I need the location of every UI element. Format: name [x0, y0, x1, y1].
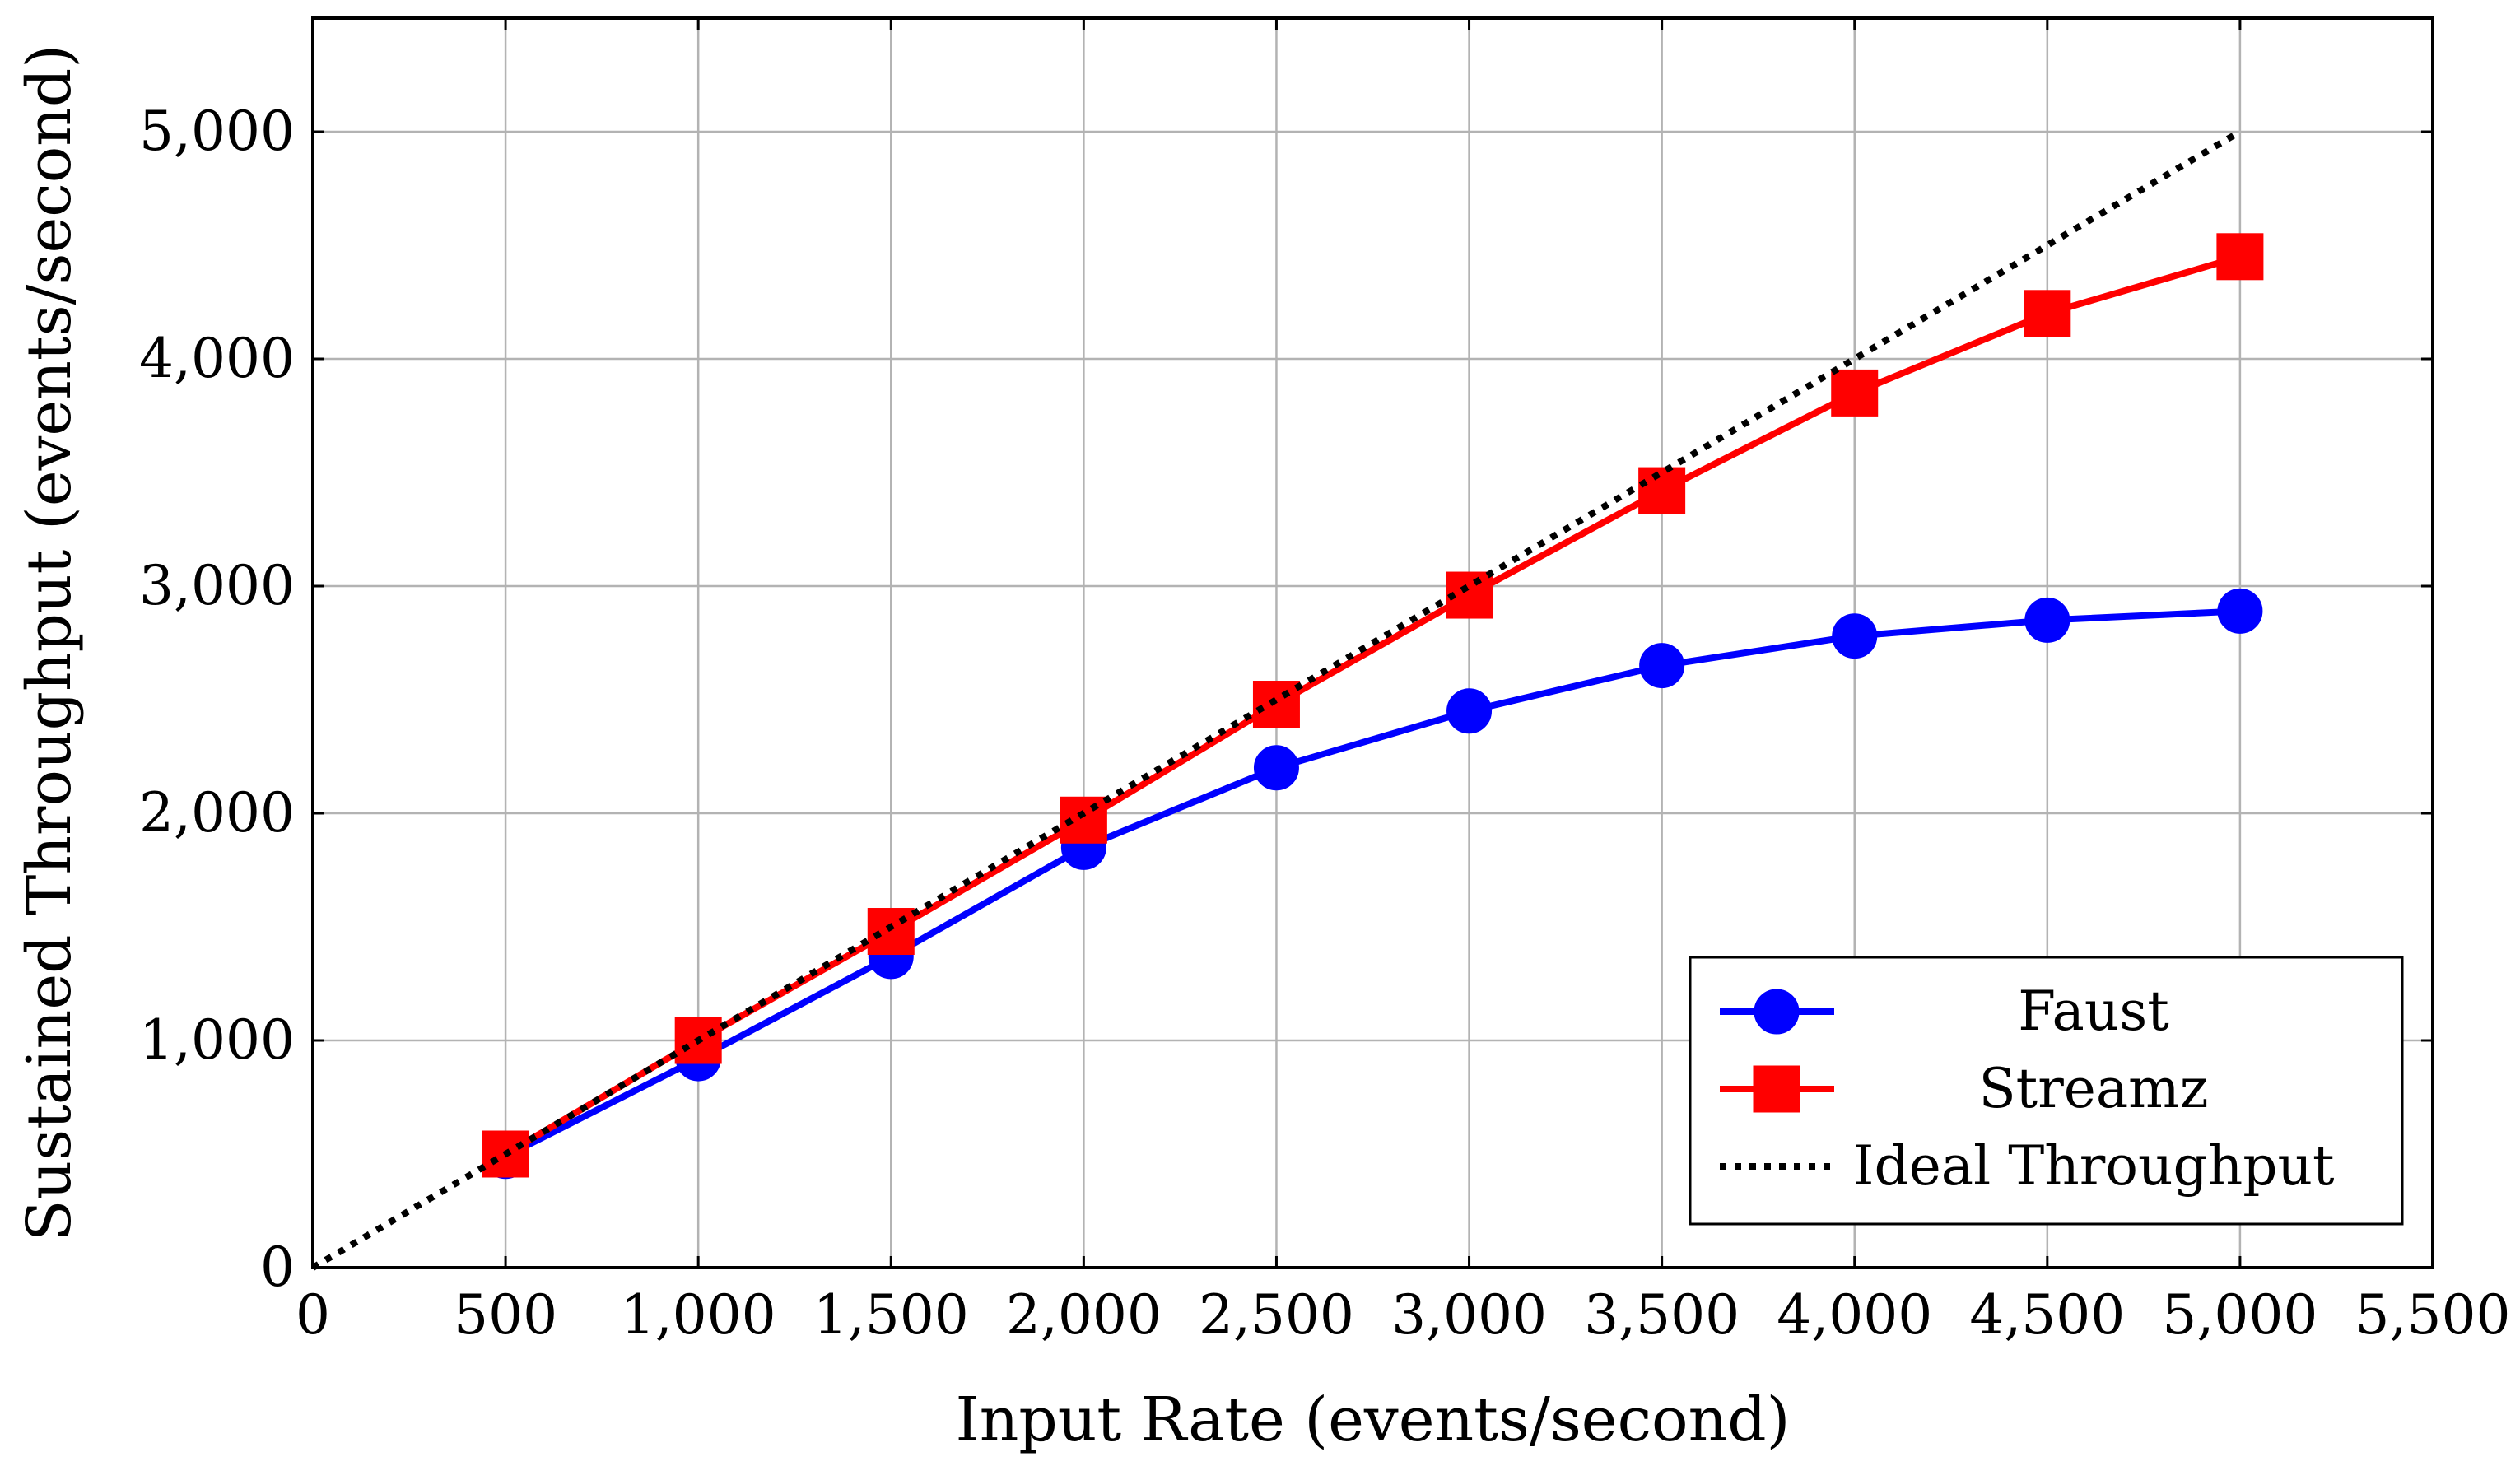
- data-point-streamz: [2216, 233, 2264, 281]
- x-tick-label: 500: [454, 1283, 557, 1347]
- series-streamz: [482, 233, 2264, 1178]
- x-tick-label: 0: [296, 1283, 330, 1347]
- x-tick-label: 3,500: [1584, 1283, 1740, 1347]
- legend-label-streamz: Streamz: [1978, 1057, 2208, 1120]
- grid-lines: [313, 18, 2433, 1268]
- y-tick-label: 0: [260, 1236, 295, 1299]
- data-point-streamz: [1638, 467, 1686, 514]
- legend: Faust Streamz Ideal Throughput: [1689, 956, 2404, 1226]
- x-tick-label: 4,500: [1969, 1283, 2125, 1347]
- x-axis-label: Input Rate (events/second): [956, 1385, 1791, 1455]
- data-point-faust: [2217, 588, 2263, 634]
- x-tick-label: 5,000: [2162, 1283, 2317, 1347]
- plot-frame: [311, 16, 2434, 1269]
- y-tick-label: 4,000: [139, 327, 295, 390]
- data-point-faust: [1253, 745, 1299, 791]
- legend-marker-streamz: [1753, 1065, 1800, 1113]
- data-point-faust: [1639, 643, 1685, 689]
- series-line-ideal-throughput: [310, 128, 2242, 1271]
- data-point-streamz: [867, 908, 915, 956]
- y-tick-label: 2,000: [139, 781, 295, 845]
- y-axis-label: Sustained Throughput (events/second): [14, 44, 85, 1241]
- series-ideal-throughput: [310, 128, 2242, 1271]
- axis-ticks: 0 500 1,000 1,500 2,000 2,500 3,000 3,500 4,000 4…: [139, 18, 2510, 1347]
- x-tick-label: 1,000: [621, 1283, 776, 1347]
- x-tick-label: 2,000: [1006, 1283, 1162, 1347]
- data-point-faust: [2024, 597, 2070, 643]
- data-point-streamz: [1831, 369, 1879, 417]
- data-point-streamz: [1252, 681, 1300, 728]
- x-tick-label: 4,000: [1777, 1283, 1932, 1347]
- data-point-faust: [1832, 613, 1878, 659]
- y-tick-label: 1,000: [139, 1008, 295, 1072]
- legend-label-faust: Faust: [2018, 980, 2169, 1043]
- series-line-streamz: [504, 253, 2242, 1157]
- y-tick-label: 3,000: [139, 554, 295, 617]
- data-point-streamz: [2024, 290, 2071, 337]
- data-point-faust: [1446, 688, 1493, 734]
- legend-marker-faust: [1754, 989, 1800, 1035]
- x-tick-label: 2,500: [1199, 1283, 1354, 1347]
- x-tick-label: 5,500: [2355, 1283, 2511, 1347]
- y-tick-label: 5,000: [139, 100, 295, 163]
- legend-label-ideal-throughput: Ideal Throughput: [1852, 1134, 2334, 1198]
- x-tick-label: 3,000: [1391, 1283, 1547, 1347]
- series-line-faust: [504, 607, 2241, 1160]
- x-tick-label: 1,500: [813, 1283, 969, 1347]
- series-layer: [310, 128, 2264, 1271]
